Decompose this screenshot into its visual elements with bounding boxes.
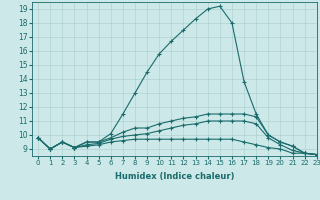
X-axis label: Humidex (Indice chaleur): Humidex (Indice chaleur) xyxy=(115,172,234,181)
